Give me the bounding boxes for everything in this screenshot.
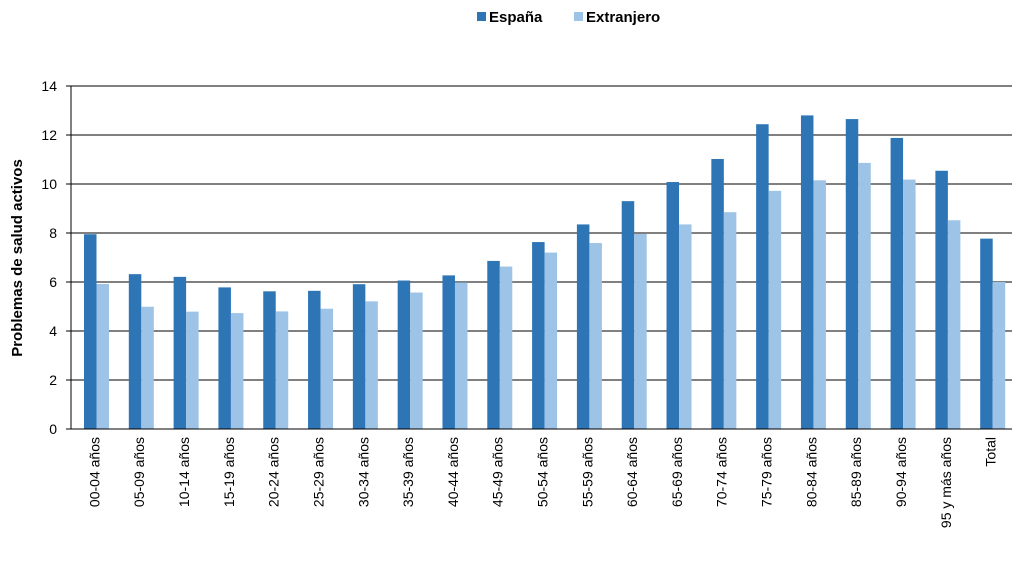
bar-espana-15-19-anos — [218, 287, 231, 429]
bar-extranjero-75-79-anos — [768, 190, 782, 429]
bar-espana-55-59-anos — [576, 224, 590, 429]
x-tick-label: 00-04 años — [86, 437, 102, 507]
x-tick-label: 20-24 años — [266, 437, 282, 507]
x-tick-label: Total — [983, 437, 999, 467]
bar-extranjero-20-24-anos — [275, 311, 289, 429]
y-axis-label: Problemas de salud activos — [9, 159, 26, 357]
bar-espana-90-94-anos — [890, 137, 904, 429]
y-tick-label: 4 — [49, 323, 57, 339]
bar-extranjero-00-04-anos — [96, 283, 109, 429]
bars — [84, 115, 1006, 430]
y-tick-label: 0 — [49, 421, 57, 437]
bar-extranjero-90-94-anos — [903, 179, 916, 429]
bar-espana-80-84-anos — [800, 115, 814, 430]
bar-espana-05-09-anos — [128, 274, 142, 429]
bar-extranjero-65-69-anos — [679, 224, 692, 429]
bar-extranjero-85-89-anos — [858, 162, 871, 429]
bar-extranjero-80-84-anos — [813, 180, 826, 429]
bar-extranjero-70-74-anos — [723, 212, 737, 429]
legend-label-espana: España — [489, 9, 543, 26]
bar-espana-40-44-anos — [442, 275, 455, 429]
y-tick-label: 2 — [49, 372, 57, 388]
bar-espana-00-04-anos — [84, 234, 97, 429]
x-tick-label: 35-39 años — [400, 437, 416, 507]
x-tick-label: 75-79 años — [759, 437, 775, 507]
bar-extranjero-25-29-anos — [320, 308, 334, 429]
x-tick-label: 95 y más años — [938, 437, 954, 528]
bar-espana-45-49-anos — [487, 260, 500, 429]
x-tick-label: 45-49 años — [490, 437, 506, 507]
bar-espana-30-34-anos — [352, 284, 366, 429]
x-tick-label: 85-89 años — [848, 437, 864, 507]
bar-extranjero-total — [992, 282, 1006, 429]
x-tick-label: 65-69 años — [669, 437, 685, 507]
x-tick-label: 40-44 años — [445, 437, 461, 507]
x-tick-label: 55-59 años — [579, 437, 595, 507]
bar-espana-10-14-anos — [173, 276, 187, 429]
bar-espana-20-24-anos — [263, 291, 276, 429]
y-tick-label: 6 — [49, 274, 57, 290]
x-tick-label: 90-94 años — [893, 437, 909, 507]
bar-espana-25-29-anos — [308, 290, 321, 429]
bar-extranjero-95-y-mas-anos — [947, 220, 961, 429]
bar-espana-35-39-anos — [397, 280, 411, 429]
bar-espana-70-74-anos — [711, 159, 724, 429]
x-tick-label: 25-29 años — [310, 437, 326, 507]
bar-extranjero-60-64-anos — [634, 233, 647, 429]
legend-swatch-extranjero — [574, 12, 583, 21]
x-tick-label: 60-64 años — [624, 437, 640, 507]
y-axis-ticks: 0 2 4 6 8 10 12 14 — [41, 78, 57, 437]
bar-extranjero-50-54-anos — [544, 252, 558, 429]
x-tick-label: 70-74 años — [714, 437, 730, 507]
y-tick-label: 12 — [41, 127, 57, 143]
x-tick-label: 50-54 años — [535, 437, 551, 507]
y-tick-label: 8 — [49, 225, 57, 241]
x-tick-label: 10-14 años — [176, 437, 192, 507]
bar-espana-total — [980, 238, 993, 429]
x-tick-label: 15-19 años — [221, 437, 237, 507]
bar-extranjero-10-14-anos — [186, 311, 199, 429]
bar-extranjero-55-59-anos — [589, 243, 602, 429]
bar-extranjero-15-19-anos — [230, 313, 244, 429]
x-tick-label: 05-09 años — [131, 437, 147, 507]
bar-espana-65-69-anos — [666, 182, 680, 429]
x-tick-label: 30-34 años — [355, 437, 371, 507]
bar-espana-85-89-anos — [845, 119, 859, 429]
legend-label-extranjero: Extranjero — [586, 9, 660, 26]
bar-espana-95-y-mas-anos — [935, 170, 948, 429]
bar-espana-75-79-anos — [756, 124, 769, 429]
y-tick-label: 14 — [41, 78, 57, 94]
bar-espana-60-64-anos — [621, 201, 635, 429]
legend-swatch-espana — [477, 12, 486, 21]
bar-espana-50-54-anos — [532, 242, 545, 429]
bar-extranjero-05-09-anos — [141, 306, 154, 429]
bar-extranjero-30-34-anos — [365, 301, 378, 429]
legend: España Extranjero — [477, 9, 660, 26]
y-tick-label: 10 — [41, 176, 57, 192]
x-axis-ticks: 00-04 años 05-09 años 10-14 años 15-19 años… — [86, 437, 998, 528]
bar-extranjero-35-39-anos — [410, 292, 423, 429]
bar-extranjero-45-49-anos — [499, 266, 513, 429]
x-tick-label: 80-84 años — [803, 437, 819, 507]
bar-extranjero-40-44-anos — [454, 282, 468, 429]
